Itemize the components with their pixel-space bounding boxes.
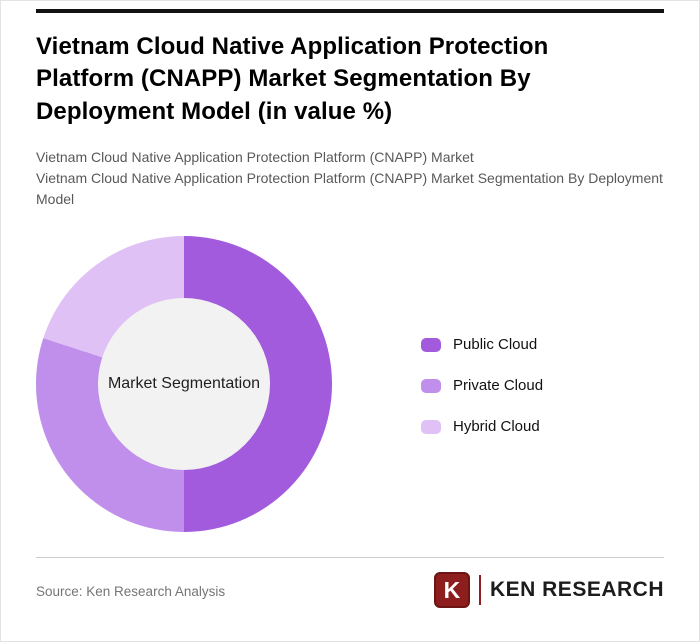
- chart-subtitle-market: Vietnam Cloud Native Application Protect…: [36, 149, 474, 165]
- donut-center: Market Segmentation: [98, 298, 270, 470]
- logo-letter: K: [443, 576, 461, 603]
- legend-label: Private Cloud: [453, 377, 544, 394]
- top-divider: [36, 9, 664, 13]
- chart-subtitle-segmentation: Vietnam Cloud Native Application Protect…: [36, 170, 663, 207]
- legend-swatch: [421, 378, 441, 393]
- legend-swatch: [421, 419, 441, 434]
- legend-swatch: [421, 337, 441, 352]
- ken-research-logo: K KEN RESEARCH: [433, 572, 664, 608]
- legend-item-hybrid-cloud[interactable]: Hybrid Cloud: [421, 418, 543, 435]
- ken-research-logo-mark: K: [433, 572, 470, 608]
- ken-research-logo-text: KEN RESEARCH: [489, 578, 664, 601]
- chart-area: Market Segmentation Public Cloud Private …: [1, 236, 699, 532]
- donut-center-label: Market Segmentation: [107, 375, 261, 392]
- legend-item-private-cloud[interactable]: Private Cloud: [421, 377, 543, 394]
- footer-divider: [36, 557, 664, 558]
- legend-item-public-cloud[interactable]: Public Cloud: [421, 336, 543, 353]
- legend-label: Public Cloud: [453, 336, 538, 353]
- donut-chart: Market Segmentation: [36, 236, 332, 532]
- page-title: Vietnam Cloud Native Application Protect…: [36, 33, 549, 125]
- source-text: Source: Ken Research Analysis: [36, 584, 226, 599]
- legend-label: Hybrid Cloud: [453, 418, 540, 435]
- logo-divider-bar: [478, 575, 481, 605]
- chart-legend: Public Cloud Private Cloud Hybrid Cloud: [421, 336, 543, 435]
